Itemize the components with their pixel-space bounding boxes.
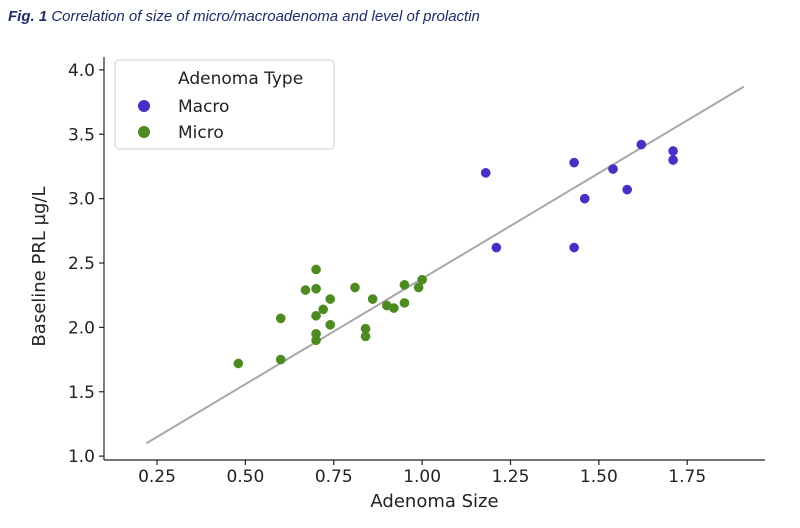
data-point-macro bbox=[480, 168, 491, 178]
legend-marker-micro bbox=[138, 126, 150, 138]
y-axis-ticks: 1.0 1.5 2.0 2.5 3.0 3.5 4.0 bbox=[68, 61, 104, 467]
data-point-micro bbox=[325, 319, 336, 330]
x-axis-ticks: 0.25 0.50 0.75 1.00 1.25 1.50 1.75 bbox=[138, 460, 706, 487]
y-tick-label: 2.5 bbox=[68, 254, 95, 274]
data-point-micro bbox=[275, 354, 286, 365]
data-point-macro bbox=[668, 155, 678, 165]
y-tick-label: 1.0 bbox=[68, 447, 95, 467]
data-point-macro bbox=[569, 157, 579, 168]
data-point-micro bbox=[275, 313, 286, 324]
data-point-micro bbox=[318, 304, 329, 315]
y-tick-label: 1.5 bbox=[68, 383, 95, 403]
figure-caption: Fig. 1 Correlation of size of micro/macr… bbox=[8, 8, 480, 25]
data-point-micro bbox=[399, 298, 410, 308]
y-tick-label: 4.0 bbox=[68, 61, 95, 81]
data-point-macro bbox=[569, 242, 579, 253]
y-axis-label: Baseline PRL µg/L bbox=[29, 186, 50, 346]
data-point-micro bbox=[389, 303, 399, 313]
data-point-macro bbox=[608, 164, 618, 174]
y-tick-label: 3.0 bbox=[68, 190, 95, 210]
x-tick-label: 1.25 bbox=[492, 467, 530, 487]
legend-label-micro: Micro bbox=[178, 123, 224, 143]
x-tick-label: 0.50 bbox=[226, 467, 264, 487]
data-point-micro bbox=[367, 294, 378, 304]
data-point-macro bbox=[636, 139, 647, 150]
data-point-micro bbox=[311, 310, 321, 321]
data-point-macro bbox=[668, 146, 678, 156]
x-axis-label: Adenoma Size bbox=[370, 491, 498, 512]
data-point-micro bbox=[300, 285, 311, 295]
x-tick-label: 0.25 bbox=[138, 467, 176, 487]
data-point-micro bbox=[311, 264, 321, 275]
x-tick-label: 1.50 bbox=[580, 467, 618, 487]
data-point-macro bbox=[491, 242, 502, 253]
data-points bbox=[233, 139, 678, 369]
data-point-micro bbox=[311, 335, 321, 346]
figure-caption-text: Correlation of size of micro/macroadenom… bbox=[51, 8, 480, 25]
legend-title: Adenoma Type bbox=[178, 69, 303, 89]
legend-label-macro: Macro bbox=[178, 97, 229, 117]
data-point-micro bbox=[417, 274, 427, 285]
data-point-micro bbox=[311, 283, 321, 294]
data-point-micro bbox=[350, 282, 360, 293]
plot-frame bbox=[103, 57, 765, 461]
legend-box bbox=[114, 59, 335, 150]
data-point-macro bbox=[622, 184, 632, 195]
data-point-micro bbox=[360, 331, 371, 342]
data-point-micro bbox=[399, 280, 410, 290]
y-tick-label: 2.0 bbox=[68, 318, 95, 338]
data-point-micro bbox=[325, 294, 336, 304]
y-tick-label: 3.5 bbox=[68, 125, 95, 145]
legend-marker-macro bbox=[138, 100, 150, 112]
data-point-macro bbox=[579, 193, 590, 204]
data-point-micro bbox=[233, 358, 244, 369]
figure-caption-label: Fig. 1 bbox=[8, 8, 48, 25]
x-tick-label: 1.75 bbox=[668, 467, 706, 487]
x-tick-label: 0.75 bbox=[315, 467, 353, 487]
x-tick-label: 1.00 bbox=[403, 467, 441, 487]
legend: Adenoma Type Macro Micro bbox=[114, 59, 335, 150]
